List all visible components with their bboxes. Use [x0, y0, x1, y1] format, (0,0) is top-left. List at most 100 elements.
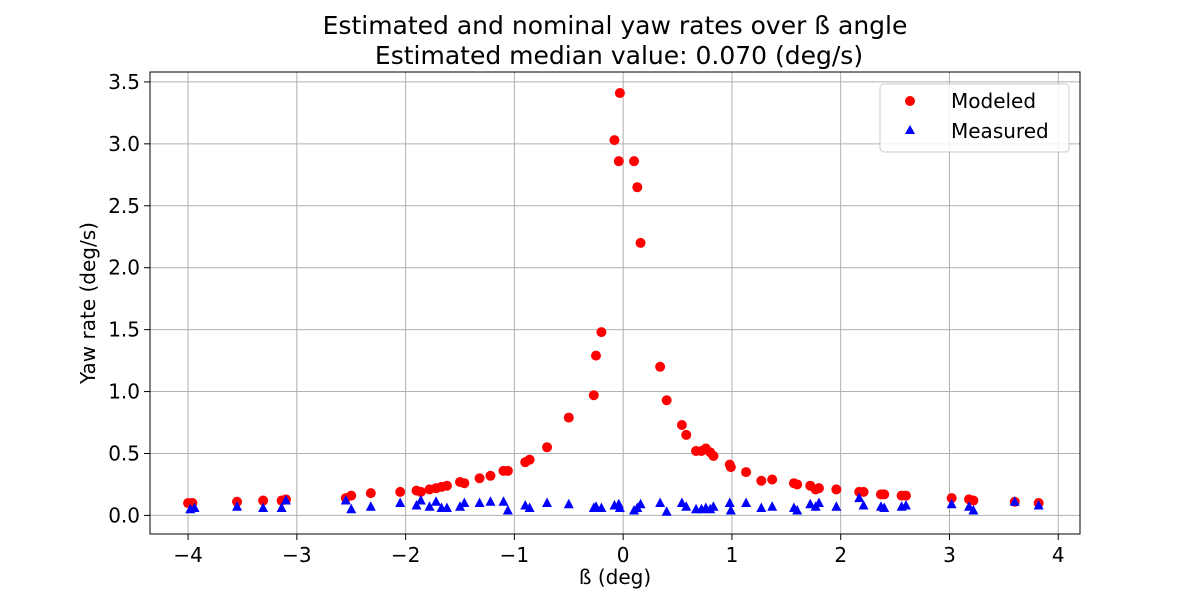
modeled-point: [708, 450, 719, 461]
measured-point: [474, 497, 485, 508]
measured-point: [1009, 496, 1020, 506]
modeled-point: [756, 475, 767, 486]
measured-point: [968, 504, 979, 515]
modeled-point: [635, 237, 646, 248]
chart-title: Estimated and nominal yaw rates over ß a…: [323, 11, 908, 40]
plot-frame: [149, 71, 1081, 535]
modeled-point: [813, 483, 824, 494]
modeled-point: [609, 135, 620, 146]
measured-point: [424, 501, 435, 511]
measured-point: [563, 498, 574, 509]
x-axis-label: ß (deg): [579, 565, 651, 589]
modeled-point: [681, 429, 692, 440]
chart-subtitle: Estimated median value: 0.070 (deg/s): [375, 41, 863, 70]
modeled-point: [474, 473, 485, 484]
measured-point: [813, 497, 824, 508]
modeled-point: [441, 480, 452, 491]
measured-point: [854, 492, 865, 503]
measured-point: [431, 496, 442, 506]
measured-point: [1033, 500, 1044, 510]
legend: Modeled Measured: [879, 83, 1070, 153]
modeled-point: [485, 470, 496, 481]
y-tick-label: 2.5: [108, 194, 140, 218]
modeled-point: [614, 88, 625, 99]
measured-point: [614, 502, 625, 512]
modeled-point: [767, 474, 778, 485]
modeled-point: [415, 486, 426, 497]
measured-point: [767, 501, 778, 511]
modeled-point: [524, 454, 535, 465]
measured-point: [676, 497, 687, 508]
measured-point: [792, 504, 803, 515]
measured-point: [831, 501, 842, 511]
measured-point: [276, 502, 287, 512]
modeled-point: [596, 327, 607, 338]
x-tick-label: −4: [173, 543, 202, 567]
modeled-point: [655, 361, 666, 372]
modeled-point: [613, 156, 624, 167]
measured-point: [411, 500, 422, 510]
legend-modeled-marker: [905, 96, 915, 106]
measured-point: [415, 495, 426, 505]
modeled-point: [542, 442, 553, 453]
modeled-point: [968, 495, 979, 506]
x-tick-label: 2: [834, 543, 847, 567]
modeled-point: [831, 484, 842, 495]
measured-point: [756, 502, 767, 512]
measured-point: [879, 502, 890, 512]
measured-point: [708, 501, 719, 511]
measured-point: [365, 501, 376, 511]
x-tick-label: 4: [1052, 543, 1065, 567]
modeled-point: [502, 465, 513, 476]
modeled-point: [725, 462, 736, 473]
modeled-point: [792, 479, 803, 490]
modeled-point: [588, 390, 599, 401]
y-axis-label: Yaw rate (deg/s): [76, 222, 100, 385]
modeled-point: [365, 488, 376, 499]
measured-point: [724, 497, 735, 508]
modeled-point: [900, 490, 911, 501]
legend-box: [879, 83, 1070, 153]
measured-point: [681, 501, 692, 511]
x-tick-label: −2: [391, 543, 420, 567]
measured-point: [596, 502, 607, 512]
modeled-point: [395, 486, 406, 497]
legend-modeled-label: Modeled: [951, 89, 1036, 113]
measured-point: [232, 501, 243, 511]
y-tick-label: 2.0: [108, 256, 140, 280]
legend-measured-marker: [905, 125, 915, 134]
measured-point: [502, 504, 513, 515]
measured-point: [741, 497, 752, 508]
measured-point: [340, 495, 351, 505]
measured-point: [459, 497, 470, 508]
measured-point: [858, 500, 869, 510]
measured-point: [258, 502, 269, 512]
data-points: [183, 88, 1044, 516]
modeled-point: [459, 478, 470, 489]
modeled-point: [741, 467, 752, 478]
modeled-point: [346, 490, 357, 501]
x-tick-label: −1: [500, 543, 529, 567]
axis-ticks: −4 −3 −2 −1 0 1 2 3 4 0.0 0.5 1.0 1.5 2.0 2.5 3.0 3.5: [108, 70, 1064, 567]
measured-point: [635, 498, 646, 509]
legend-measured-label: Measured: [951, 119, 1049, 143]
y-tick-label: 0.5: [108, 441, 140, 465]
measured-point: [189, 502, 200, 512]
x-tick-label: 3: [943, 543, 956, 567]
measured-point: [498, 496, 509, 506]
x-tick-label: −3: [282, 543, 311, 567]
modeled-point: [661, 395, 672, 406]
measured-point: [542, 497, 553, 508]
grid: [150, 72, 1080, 534]
modeled-point: [629, 156, 640, 167]
modeled-point: [879, 489, 890, 500]
modeled-point: [632, 182, 643, 193]
y-tick-label: 3.0: [108, 132, 140, 156]
modeled-point: [858, 486, 869, 497]
measured-point: [485, 496, 496, 506]
measured-point: [346, 503, 357, 514]
modeled-point: [258, 495, 269, 506]
measured-point: [946, 498, 957, 509]
measured-point: [395, 497, 406, 508]
